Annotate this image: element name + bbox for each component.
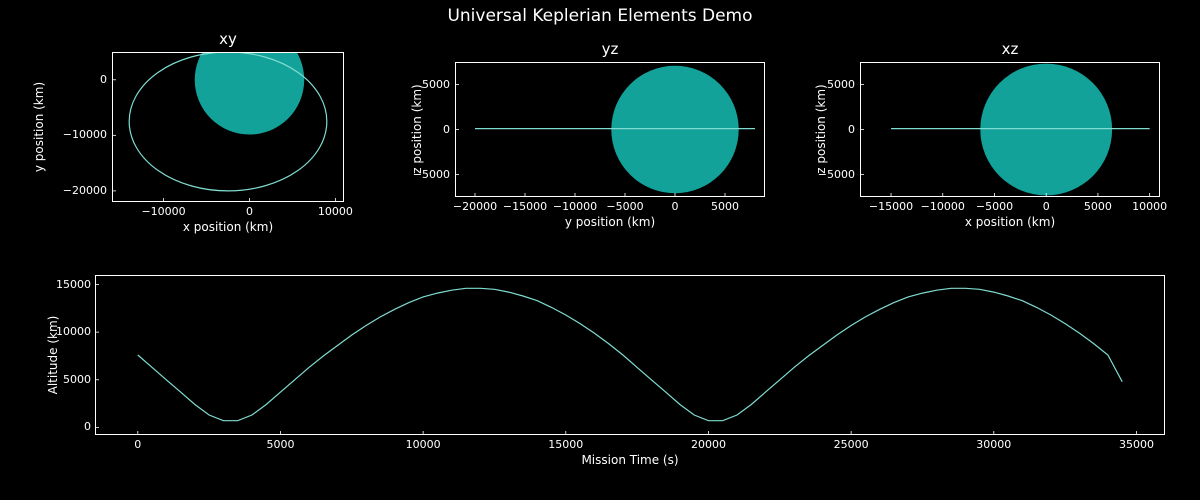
tick-label: −5000 xyxy=(600,200,650,213)
tick-label: 5000 xyxy=(805,78,855,91)
tick-label: −10000 xyxy=(550,200,600,213)
tick-label: −10000 xyxy=(139,205,189,218)
xz-title: xz xyxy=(860,40,1160,58)
tick-label: 0 xyxy=(224,205,274,218)
altitude-xlabel: Mission Time (s) xyxy=(95,453,1165,467)
tick-label: −5000 xyxy=(400,168,450,181)
tick-label: 5000 xyxy=(47,373,91,386)
xy-ylabel: y position (km) xyxy=(32,52,46,202)
tick-label: 10000 xyxy=(398,438,448,451)
xz-plot xyxy=(860,62,1160,197)
figure: Universal Keplerian Elements Demo xy x p… xyxy=(0,0,1200,500)
xz-xlabel: x position (km) xyxy=(860,215,1160,229)
tick-label: 5000 xyxy=(1073,200,1123,213)
yz-xlabel: y position (km) xyxy=(455,215,765,229)
tick-label: −5000 xyxy=(969,200,1019,213)
yz-plot xyxy=(455,62,765,197)
xy-xlabel: x position (km) xyxy=(112,220,344,234)
tick-label: 0 xyxy=(47,420,91,433)
altitude-ylabel: Altitude (km) xyxy=(46,280,60,430)
tick-label: 35000 xyxy=(1111,438,1161,451)
tick-label: 10000 xyxy=(310,205,360,218)
tick-label: 20000 xyxy=(683,438,733,451)
tick-label: 10000 xyxy=(1125,200,1175,213)
tick-label: −20000 xyxy=(57,184,107,197)
xy-plot xyxy=(112,52,344,202)
tick-label: 5000 xyxy=(700,200,750,213)
tick-label: −10000 xyxy=(57,128,107,141)
tick-label: 5000 xyxy=(255,438,305,451)
tick-label: −15000 xyxy=(500,200,550,213)
tick-label: 15000 xyxy=(541,438,591,451)
tick-label: 0 xyxy=(400,123,450,136)
tick-label: −10000 xyxy=(918,200,968,213)
tick-label: 5000 xyxy=(400,78,450,91)
tick-label: 10000 xyxy=(47,325,91,338)
tick-label: 0 xyxy=(650,200,700,213)
tick-label: 0 xyxy=(805,123,855,136)
altitude-plot xyxy=(95,275,1165,435)
tick-label: 0 xyxy=(1021,200,1071,213)
figure-suptitle: Universal Keplerian Elements Demo xyxy=(0,6,1200,26)
tick-label: −5000 xyxy=(805,168,855,181)
tick-label: 0 xyxy=(113,438,163,451)
tick-label: 15000 xyxy=(47,278,91,291)
tick-label: 25000 xyxy=(826,438,876,451)
yz-title: yz xyxy=(455,40,765,58)
tick-label: 0 xyxy=(57,73,107,86)
tick-label: 30000 xyxy=(969,438,1019,451)
tick-label: −15000 xyxy=(866,200,916,213)
tick-label: −20000 xyxy=(450,200,500,213)
xy-title: xy xyxy=(112,30,344,48)
